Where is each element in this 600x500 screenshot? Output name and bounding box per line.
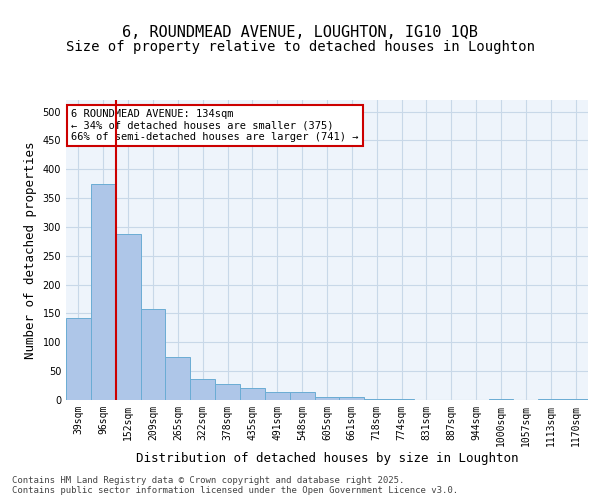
Bar — [290, 392, 314, 400]
Text: 6 ROUNDMEAD AVENUE: 134sqm
← 34% of detached houses are smaller (375)
66% of sem: 6 ROUNDMEAD AVENUE: 134sqm ← 34% of deta… — [71, 109, 359, 142]
Bar — [116, 234, 140, 400]
Bar — [340, 397, 364, 400]
Bar — [140, 310, 166, 400]
Bar — [166, 356, 190, 400]
Bar — [314, 397, 340, 400]
X-axis label: Distribution of detached houses by size in Loughton: Distribution of detached houses by size … — [136, 452, 518, 464]
Bar — [190, 378, 215, 400]
Text: 6, ROUNDMEAD AVENUE, LOUGHTON, IG10 1QB: 6, ROUNDMEAD AVENUE, LOUGHTON, IG10 1QB — [122, 25, 478, 40]
Bar — [215, 384, 240, 400]
Bar — [91, 184, 116, 400]
Text: Size of property relative to detached houses in Loughton: Size of property relative to detached ho… — [65, 40, 535, 54]
Y-axis label: Number of detached properties: Number of detached properties — [24, 141, 37, 359]
Bar — [265, 392, 290, 400]
Bar — [66, 318, 91, 400]
Text: Contains HM Land Registry data © Crown copyright and database right 2025.
Contai: Contains HM Land Registry data © Crown c… — [12, 476, 458, 495]
Bar — [240, 388, 265, 400]
